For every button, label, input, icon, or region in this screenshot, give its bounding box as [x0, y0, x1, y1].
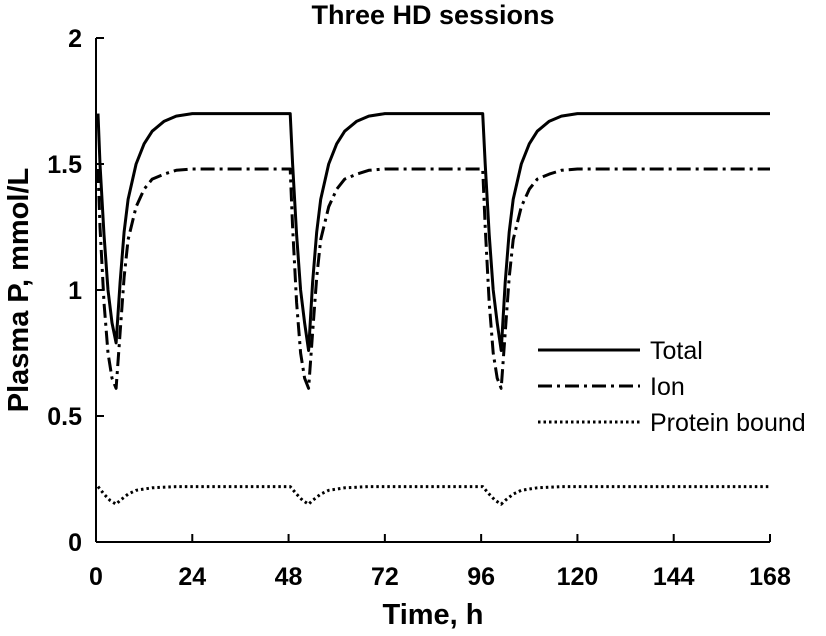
x-tick-label: 144	[653, 563, 695, 591]
y-tick-label: 2	[68, 25, 82, 53]
y-tick-label: 1.5	[47, 151, 82, 179]
x-tick-label: 96	[467, 563, 495, 591]
y-tick-label: 1	[68, 277, 82, 305]
x-tick-label: 168	[749, 563, 791, 591]
x-tick-label: 72	[371, 563, 399, 591]
series-line-dash-dot	[96, 167, 770, 390]
chart-title: Three HD sessions	[311, 0, 554, 30]
x-axis-label: Time, h	[383, 599, 484, 631]
y-tick-label: 0.5	[47, 403, 82, 431]
legend-label: Protein bound	[650, 409, 806, 437]
legend-label: Ion	[650, 373, 685, 401]
ticks-layer: 0 24 48 72 96 120 144 168 0 0.5 1 1.5 2	[47, 25, 791, 591]
x-tick-label: 48	[275, 563, 303, 591]
y-axis-label: Plasma P, mmol/L	[3, 168, 35, 412]
x-tick-label: 120	[557, 563, 599, 591]
y-tick-label: 0	[68, 529, 82, 557]
legend: Total Ion Protein bound	[538, 337, 806, 437]
x-tick-label: 0	[89, 563, 103, 591]
legend-label: Total	[650, 337, 703, 365]
x-tick-label: 24	[178, 563, 206, 591]
series-line-solid	[96, 112, 770, 352]
series-line-dotted	[96, 485, 770, 506]
series-layer	[96, 112, 770, 506]
